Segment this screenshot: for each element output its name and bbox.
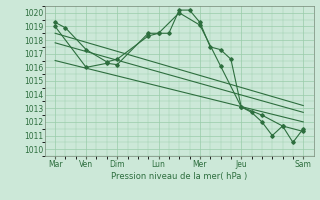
X-axis label: Pression niveau de la mer( hPa ): Pression niveau de la mer( hPa ) xyxy=(111,172,247,181)
